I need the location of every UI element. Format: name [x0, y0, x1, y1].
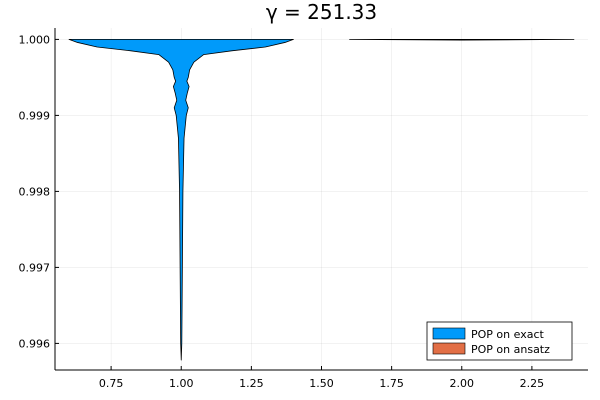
x-tick-label: 2.00 — [450, 377, 475, 390]
legend-swatch — [432, 327, 466, 340]
legend-label: POP on exact — [471, 328, 544, 341]
x-tick-label: 1.00 — [169, 377, 194, 390]
x-tick-label: 1.50 — [309, 377, 334, 390]
x-tick-label: 1.25 — [239, 377, 264, 390]
y-tick-label: 1.000 — [19, 33, 51, 46]
x-tick-label: 0.75 — [99, 377, 124, 390]
y-tick-label: 0.999 — [19, 109, 51, 122]
legend-swatch — [432, 342, 466, 355]
y-tick-label: 0.998 — [19, 185, 51, 198]
y-tick-label: 0.996 — [19, 337, 51, 350]
chart-title: γ = 251.33 — [266, 0, 377, 24]
legend: POP on exact POP on ansatz — [426, 321, 573, 361]
violin-pop-on-ansatz — [349, 39, 575, 41]
grid — [55, 28, 588, 370]
x-tick-label: 2.25 — [520, 377, 545, 390]
axes: 0.75 1.00 1.25 1.50 1.75 2.00 2.25 0.996 0.997 0.… — [19, 28, 588, 390]
violins — [68, 39, 575, 361]
legend-label: POP on ansatz — [471, 343, 550, 356]
y-tick-label: 0.997 — [19, 261, 51, 274]
x-tick-label: 1.75 — [379, 377, 404, 390]
violin-pop-on-exact — [68, 39, 294, 361]
